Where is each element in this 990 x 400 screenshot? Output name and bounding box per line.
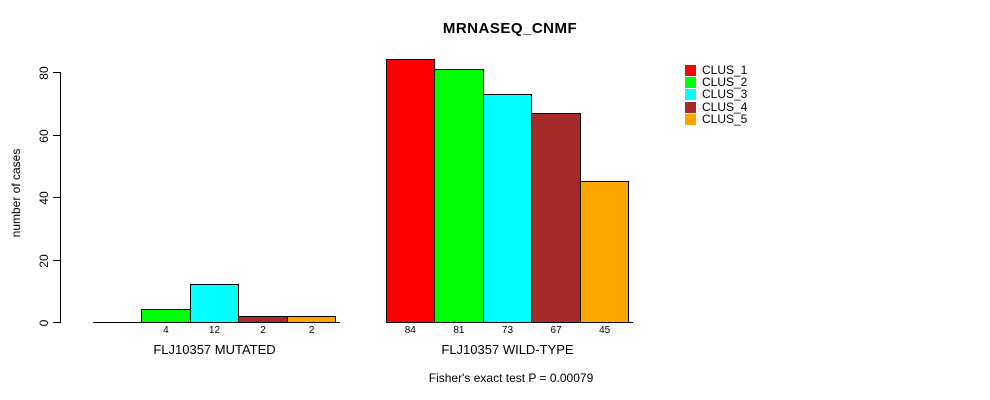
bar-clus_2	[434, 69, 484, 322]
y-tick	[53, 197, 60, 198]
bar-group	[386, 58, 633, 323]
bar-clus_1	[386, 59, 436, 322]
legend-entry: CLUS_2	[685, 75, 748, 90]
group-axis-label: FLJ10357 MUTATED	[153, 342, 276, 357]
bar-value-label: 2	[260, 325, 266, 336]
y-axis-label: number of cases	[9, 148, 23, 238]
y-tick	[53, 260, 60, 261]
bar-value-label: 67	[550, 325, 562, 336]
legend-color-swatch	[685, 101, 696, 113]
bar-clus_5	[286, 316, 336, 322]
legend-entry-label: CLUS_2	[702, 75, 748, 90]
legend-entry: CLUS_3	[685, 87, 748, 102]
legend: CLUS_1 CLUS_2 CLUS_3 CLUS_4 CLUS_5	[685, 64, 747, 126]
bar-value-label: 45	[599, 325, 611, 336]
chart-title: MRNASEQ_CNMF	[442, 20, 578, 37]
pvalue-footnote: Fisher's exact test P = 0.00079	[428, 371, 594, 385]
bar-value-label: 73	[501, 325, 514, 336]
y-tick-label: 20	[37, 254, 51, 268]
y-tick-label: 80	[37, 66, 51, 80]
bar-value-label: 4	[163, 325, 169, 336]
bar-value-label: 2	[308, 325, 315, 336]
legend-entry: CLUS_5	[685, 112, 748, 127]
bar-value-labels: 4 12 2 2	[93, 325, 336, 337]
legend-color-swatch	[685, 77, 696, 89]
y-tick-label: 40	[37, 191, 51, 205]
legend-entry-label: CLUS_5	[702, 112, 748, 127]
y-tick-label: 0	[37, 319, 51, 327]
bar-clus_3	[189, 284, 240, 322]
legend-color-swatch	[685, 114, 696, 126]
y-axis-line	[60, 72, 61, 323]
legend-entry: CLUS_1	[685, 64, 747, 76]
bar-clus_3	[482, 94, 533, 322]
group-axis-label: FLJ10357 WILD-TYPE	[441, 342, 574, 357]
y-tick-label: 60	[37, 129, 51, 143]
bar-clus_2	[141, 309, 191, 322]
legend-color-swatch	[685, 64, 696, 76]
y-tick	[53, 322, 60, 323]
bar-value-label: 84	[404, 325, 416, 336]
y-tick	[53, 135, 60, 136]
bar-clus_4	[531, 113, 581, 322]
legend-entry-label: CLUS_4	[702, 99, 748, 114]
legend-entry-label: CLUS_1	[702, 62, 748, 77]
legend-entry: CLUS_4	[685, 101, 747, 113]
bar-value-label	[93, 325, 142, 337]
legend-color-swatch	[685, 89, 696, 101]
bar-clus_4	[238, 316, 288, 322]
bar-value-labels: 84 81 73 67 45	[386, 325, 629, 337]
bar-group	[93, 58, 340, 323]
bar-clus_5	[579, 181, 629, 322]
y-tick	[53, 72, 60, 73]
bar-value-label: 81	[453, 325, 465, 336]
legend-entry-label: CLUS_3	[702, 87, 748, 102]
bar-value-label: 12	[208, 325, 221, 336]
